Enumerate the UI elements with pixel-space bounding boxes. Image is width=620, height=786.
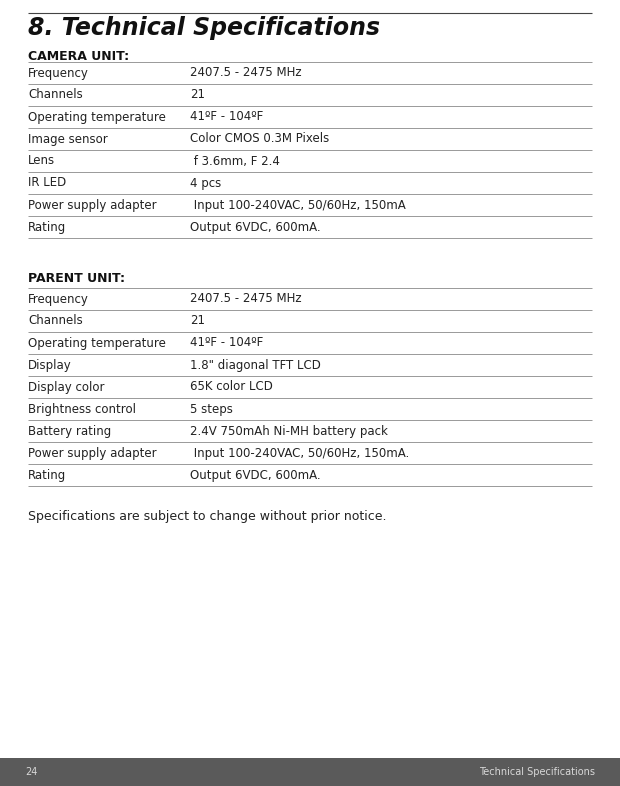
Text: Operating temperature: Operating temperature <box>28 336 166 350</box>
Text: Channels: Channels <box>28 89 82 101</box>
Text: 2407.5 - 2475 MHz: 2407.5 - 2475 MHz <box>190 292 301 306</box>
Text: 21: 21 <box>190 89 205 101</box>
Text: 21: 21 <box>190 314 205 328</box>
Text: Battery rating: Battery rating <box>28 424 111 438</box>
Text: PARENT UNIT:: PARENT UNIT: <box>28 272 125 285</box>
Text: 41ºF - 104ºF: 41ºF - 104ºF <box>190 336 264 350</box>
Text: CAMERA UNIT:: CAMERA UNIT: <box>28 50 129 63</box>
Text: Display: Display <box>28 358 72 372</box>
Text: 8. Technical Specifications: 8. Technical Specifications <box>28 16 380 40</box>
Text: Specifications are subject to change without prior notice.: Specifications are subject to change wit… <box>28 510 386 523</box>
Text: Technical Specifications: Technical Specifications <box>479 767 595 777</box>
Text: Rating: Rating <box>28 468 66 482</box>
Text: Display color: Display color <box>28 380 105 394</box>
Text: Operating temperature: Operating temperature <box>28 111 166 123</box>
Text: IR LED: IR LED <box>28 177 66 189</box>
Text: Input 100-240VAC, 50/60Hz, 150mA: Input 100-240VAC, 50/60Hz, 150mA <box>190 199 405 211</box>
Text: Lens: Lens <box>28 155 55 167</box>
Text: 65K color LCD: 65K color LCD <box>190 380 273 394</box>
Text: 5 steps: 5 steps <box>190 402 233 416</box>
Text: Channels: Channels <box>28 314 82 328</box>
Text: Frequency: Frequency <box>28 292 89 306</box>
Text: Input 100-240VAC, 50/60Hz, 150mA.: Input 100-240VAC, 50/60Hz, 150mA. <box>190 446 409 460</box>
Text: Brightness control: Brightness control <box>28 402 136 416</box>
Text: 2407.5 - 2475 MHz: 2407.5 - 2475 MHz <box>190 67 301 79</box>
Text: Image sensor: Image sensor <box>28 133 108 145</box>
Text: Power supply adapter: Power supply adapter <box>28 446 157 460</box>
Text: Output 6VDC, 600mA.: Output 6VDC, 600mA. <box>190 468 321 482</box>
Text: Rating: Rating <box>28 221 66 233</box>
Text: Power supply adapter: Power supply adapter <box>28 199 157 211</box>
Text: f 3.6mm, F 2.4: f 3.6mm, F 2.4 <box>190 155 280 167</box>
FancyBboxPatch shape <box>0 758 620 786</box>
Text: 2.4V 750mAh Ni-MH battery pack: 2.4V 750mAh Ni-MH battery pack <box>190 424 388 438</box>
Text: Color CMOS 0.3M Pixels: Color CMOS 0.3M Pixels <box>190 133 329 145</box>
Text: Frequency: Frequency <box>28 67 89 79</box>
Text: Output 6VDC, 600mA.: Output 6VDC, 600mA. <box>190 221 321 233</box>
Text: 24: 24 <box>25 767 37 777</box>
Text: 4 pcs: 4 pcs <box>190 177 221 189</box>
Text: 41ºF - 104ºF: 41ºF - 104ºF <box>190 111 264 123</box>
Text: 1.8" diagonal TFT LCD: 1.8" diagonal TFT LCD <box>190 358 321 372</box>
